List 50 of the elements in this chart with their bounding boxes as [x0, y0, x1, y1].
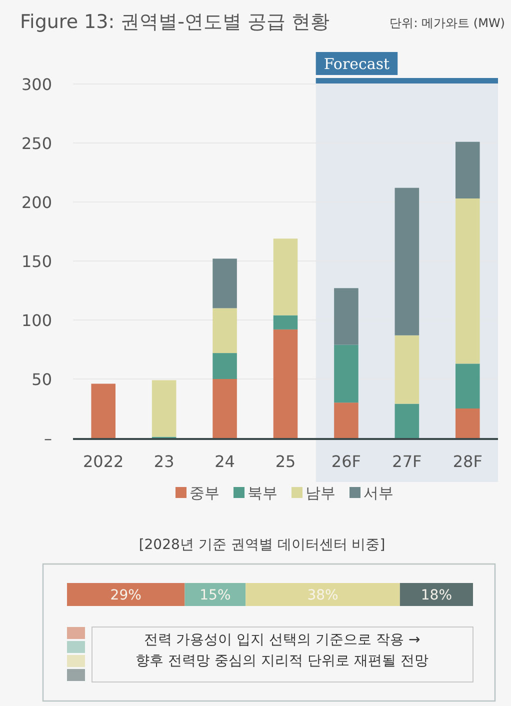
bar — [334, 344, 358, 403]
y-tick-label: 100 — [21, 311, 52, 330]
bar — [273, 238, 298, 316]
y-tick-label: 150 — [21, 252, 52, 271]
data-label: 15% — [200, 588, 231, 604]
x-tick-label: 26F — [331, 452, 361, 471]
bar — [184, 583, 246, 606]
annotation: 전력 가용성이 입지 선택의 기준으로 작용 → 향후 전력망 중심의 지리적 단위로 재편될 전망 — [92, 626, 474, 682]
bar — [212, 379, 237, 438]
legend-label: 남부 — [306, 484, 336, 502]
x-tick-label: 24 — [214, 452, 235, 471]
bar — [212, 258, 237, 308]
bar — [91, 384, 116, 438]
x-tick-label: 23 — [154, 452, 174, 471]
y-tick-label: 200 — [21, 193, 52, 212]
x-tick-label: 27F — [392, 452, 422, 471]
bar — [456, 198, 480, 364]
legend-label: 중부 — [190, 484, 220, 502]
y-tick-label: 300 — [21, 75, 52, 94]
bar — [273, 315, 298, 330]
data-label: 38% — [307, 588, 338, 604]
bar — [152, 380, 176, 437]
bar — [334, 402, 358, 438]
band-label: Forecast — [324, 55, 390, 73]
bar — [400, 583, 473, 606]
bar — [334, 288, 358, 345]
x-tick-label: 28F — [452, 452, 482, 471]
chart-title: [2028년 기준 권역별 데이터센터 비중] — [138, 537, 386, 553]
data-label: 18% — [420, 588, 452, 604]
bar — [394, 335, 420, 404]
y-tick-label: 50 — [32, 370, 52, 389]
bar — [456, 142, 480, 198]
bar — [212, 308, 237, 354]
bar — [456, 364, 480, 408]
chart-title: Figure 13: 권역별-연도별 공급 현황 — [20, 11, 330, 33]
y-tick-label: 250 — [21, 134, 52, 153]
bar — [394, 404, 420, 438]
data-label: 29% — [110, 588, 142, 604]
bar — [273, 329, 298, 438]
bar — [394, 188, 420, 336]
bar — [67, 583, 185, 606]
legend-label: 서부 — [364, 484, 394, 502]
y-tick-label: – — [44, 429, 52, 448]
x-tick-label: 2022 — [83, 452, 124, 471]
legend-label: 북부 — [248, 484, 278, 502]
chart-subtitle: 단위: 메가와트 (MW) — [390, 16, 505, 30]
bar — [246, 583, 400, 606]
bar — [212, 353, 237, 379]
x-tick-label: 25 — [275, 452, 296, 471]
bar — [456, 408, 480, 438]
